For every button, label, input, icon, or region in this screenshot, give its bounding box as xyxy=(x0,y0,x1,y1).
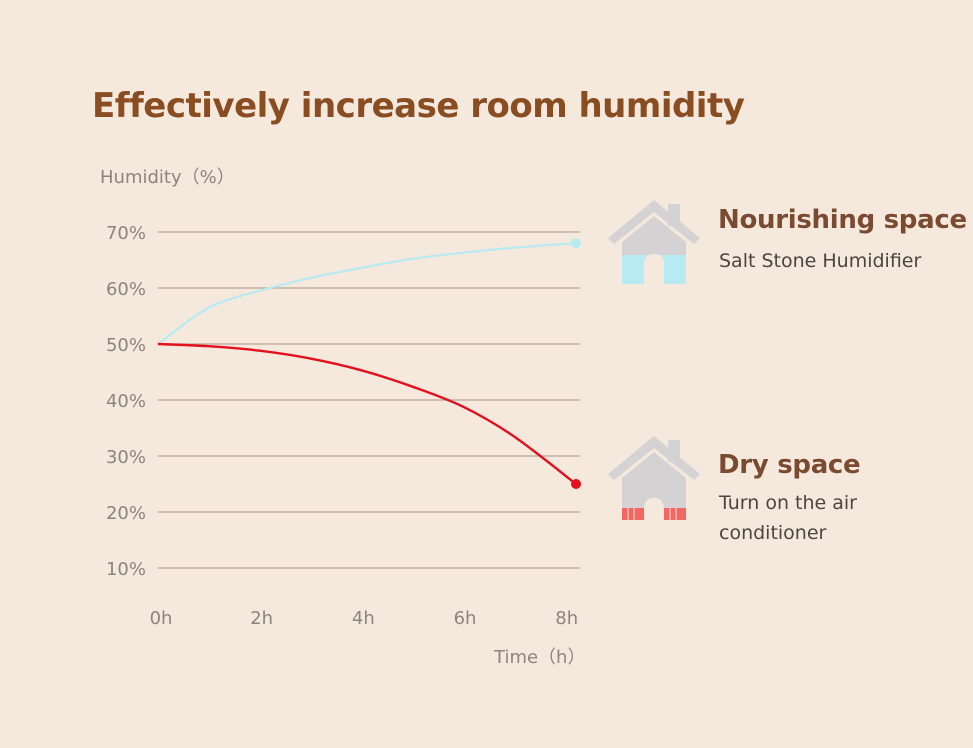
y-tick-label: 70% xyxy=(106,223,146,244)
legend-subtitle-nourishing: Salt Stone Humidifier xyxy=(719,250,922,272)
y-tick-label: 20% xyxy=(106,503,146,524)
y-tick-label: 60% xyxy=(106,279,146,300)
x-axis-ticks: 0h 2h 4h 6h 8h xyxy=(150,608,579,629)
series-line-dry xyxy=(157,342,577,485)
legend-subtitle-dry-line2: conditioner xyxy=(719,522,827,544)
chart-title: Effectively increase room humidity xyxy=(92,86,745,126)
y-axis-ticks: 10% 20% 30% 40% 50% 60% 70% xyxy=(106,223,146,580)
house-humid-icon xyxy=(608,198,700,292)
endpoint-dry xyxy=(571,479,581,489)
y-axis-title: Humidity（%） xyxy=(100,167,235,188)
x-tick-label: 8h xyxy=(555,608,578,629)
x-tick-label: 6h xyxy=(454,608,477,629)
series-lines xyxy=(157,238,581,489)
y-tick-label: 30% xyxy=(106,447,146,468)
x-tick-label: 2h xyxy=(250,608,273,629)
x-tick-label: 0h xyxy=(150,608,173,629)
series-line-nourishing xyxy=(157,242,577,345)
legend-title-nourishing: Nourishing space xyxy=(718,205,967,235)
grid-lines xyxy=(158,231,580,569)
legend-subtitle-dry-line1: Turn on the air xyxy=(719,492,857,514)
y-tick-label: 10% xyxy=(106,559,146,580)
y-tick-label: 40% xyxy=(106,391,146,412)
x-axis-title: Time（h） xyxy=(493,647,585,668)
legend-title-dry: Dry space xyxy=(718,450,861,480)
y-tick-label: 50% xyxy=(106,335,146,356)
endpoint-nourishing xyxy=(571,238,581,249)
x-tick-label: 4h xyxy=(352,608,375,629)
house-dry-icon xyxy=(608,434,700,528)
